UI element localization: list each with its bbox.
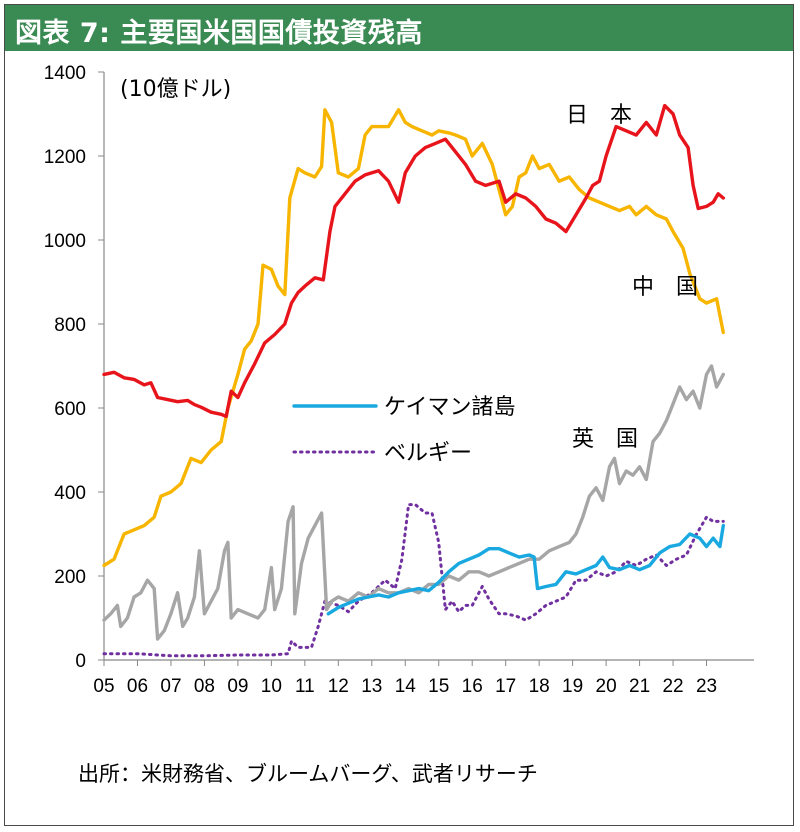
x-tick-label: 11 xyxy=(295,676,315,697)
x-tick-label: 09 xyxy=(227,676,248,697)
x-tick-label: 19 xyxy=(562,676,583,697)
x-tick-label: 14 xyxy=(395,676,417,697)
x-tick-label: 13 xyxy=(361,676,382,697)
y-tick-label: 800 xyxy=(54,315,86,336)
x-tick-label: 15 xyxy=(428,676,449,697)
x-tick-label: 21 xyxy=(629,676,650,697)
series-label-uk: 英 国 xyxy=(572,427,638,452)
legend-entry: ベルギー xyxy=(384,441,472,466)
series-line-ベルギー xyxy=(102,503,725,658)
series-label-china: 中 国 xyxy=(632,275,698,300)
y-tick-label: 1000 xyxy=(44,231,86,252)
legend-entry: ケイマン諸島 xyxy=(384,395,516,420)
x-tick-label: 23 xyxy=(696,676,717,697)
x-tick-label: 16 xyxy=(462,676,483,697)
x-tick-label: 05 xyxy=(93,676,114,697)
series-line-中国 xyxy=(102,108,725,568)
x-tick-label: 12 xyxy=(328,676,349,697)
y-tick-label: 0 xyxy=(75,651,86,672)
x-tick-label: 20 xyxy=(596,676,617,697)
series-line-日本 xyxy=(102,103,725,419)
source-note: 出所：米財務省、ブルームバーグ、武者リサーチ xyxy=(78,762,538,786)
y-tick-label: 400 xyxy=(54,483,86,504)
y-tick-label: 1400 xyxy=(44,63,86,84)
x-tick-label: 08 xyxy=(194,676,215,697)
x-tick-label: 10 xyxy=(261,676,282,697)
series-line-ケイマン諸島 xyxy=(326,523,725,616)
x-tick-label: 18 xyxy=(529,676,550,697)
unit-label: (10億ドル) xyxy=(120,77,231,102)
y-tick-label: 1200 xyxy=(44,147,86,168)
chart-title: 図表 7: 主要国米国国債投資残高 xyxy=(15,18,423,49)
series-label-japan: 日 本 xyxy=(566,103,632,128)
figure-frame: 図表 7: 主要国米国国債投資残高 xyxy=(4,4,794,826)
x-tick-label: 17 xyxy=(495,676,516,697)
y-tick-label: 600 xyxy=(54,399,86,420)
y-tick-label: 200 xyxy=(54,567,86,588)
title-bar: 図表 7: 主要国米国国債投資残高 xyxy=(5,5,793,51)
x-tick-label: 22 xyxy=(662,676,683,697)
x-tick-label: 07 xyxy=(160,676,181,697)
x-tick-label: 06 xyxy=(127,676,148,697)
series-line-英国 xyxy=(102,364,725,641)
